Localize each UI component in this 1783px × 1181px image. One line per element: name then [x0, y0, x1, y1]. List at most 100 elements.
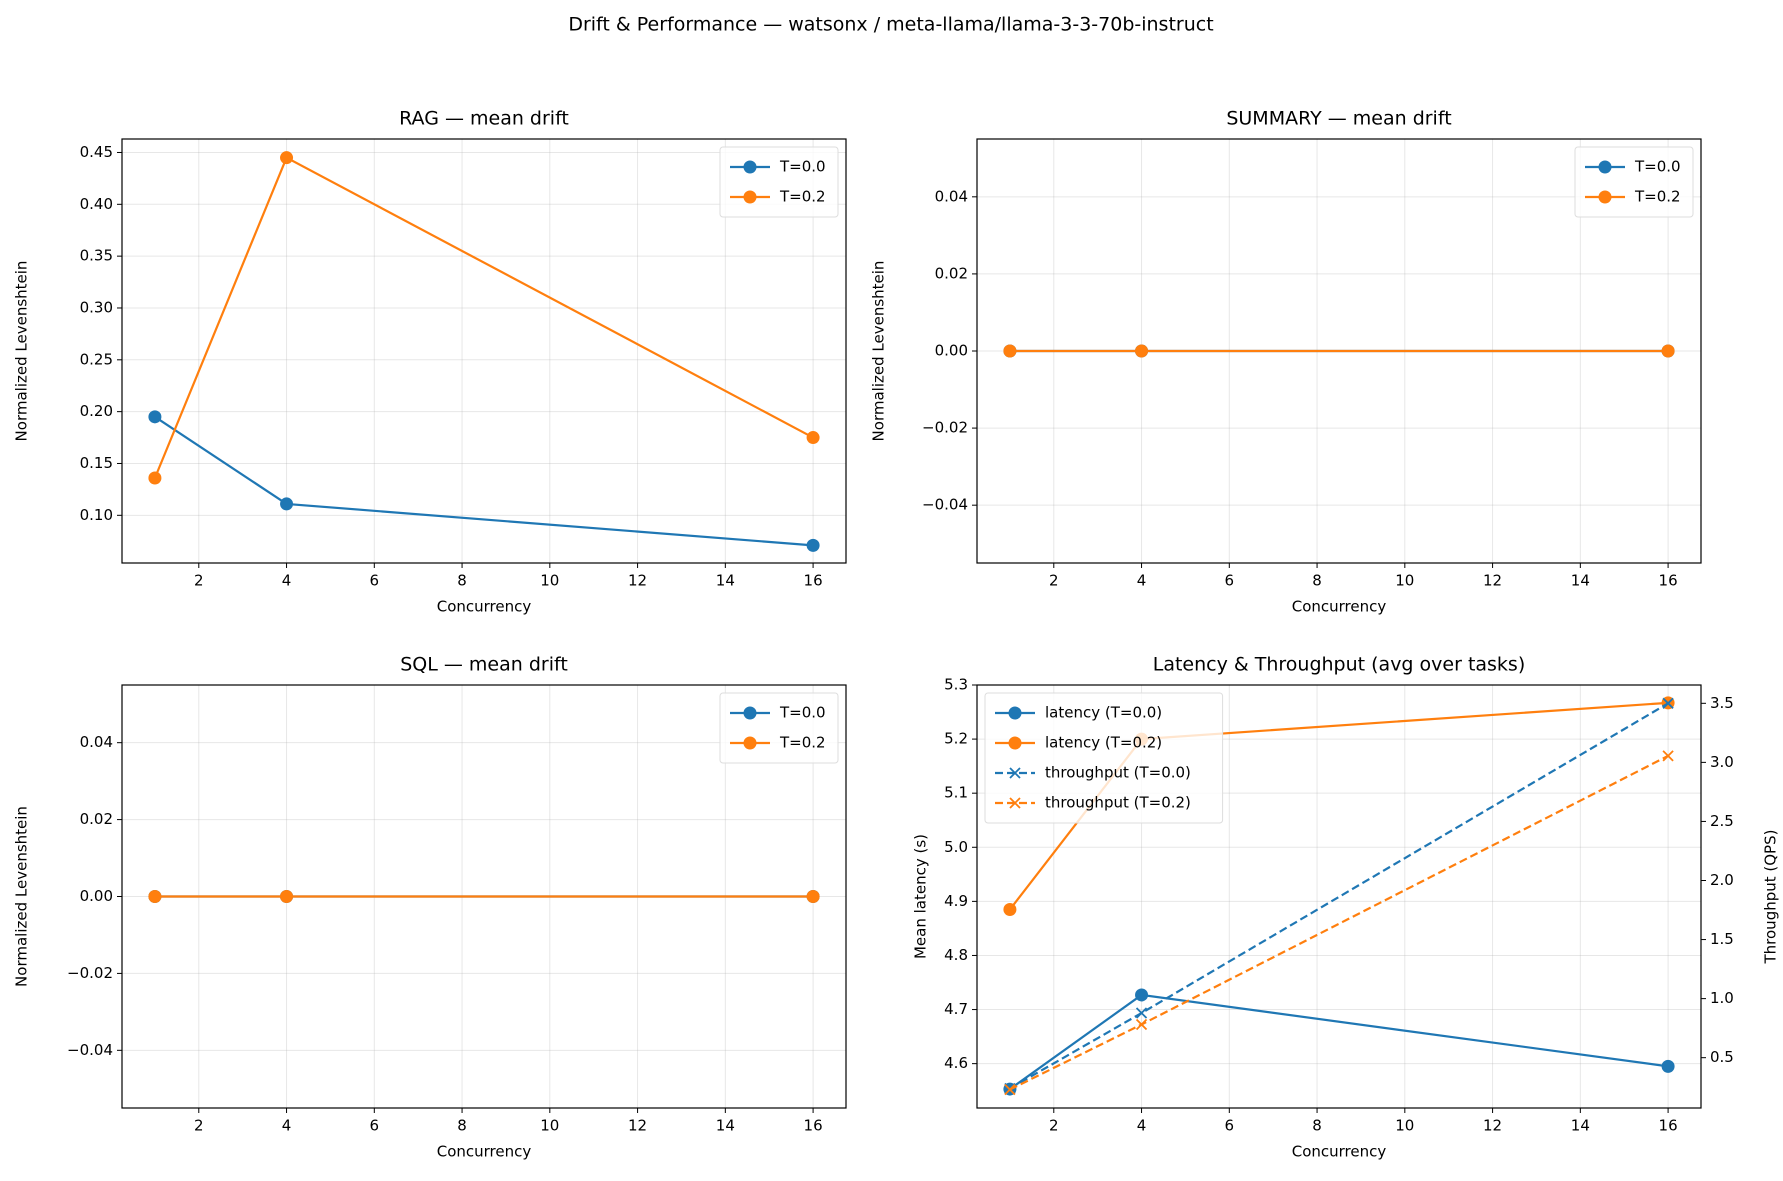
legend-marker [743, 706, 757, 720]
y-tick-label: 0.10 [80, 506, 113, 524]
legend-label: latency (T=0.0) [1045, 704, 1162, 722]
subplot-title: RAG — mean drift [399, 108, 569, 130]
x-axis-label: Concurrency [1292, 1143, 1387, 1161]
y-tick-label: 5.0 [944, 838, 968, 856]
marker [806, 890, 820, 903]
x-tick-label: 12 [628, 1117, 647, 1135]
x-tick-label: 2 [1049, 1117, 1059, 1135]
y-tick-label: 0.25 [80, 350, 113, 368]
x-tick-label: 16 [804, 572, 823, 590]
legend-marker [1009, 767, 1021, 779]
x-tick-label: 14 [1571, 572, 1590, 590]
marker [280, 151, 294, 165]
y-tick-label: 0.00 [935, 342, 968, 360]
y-tick-label: 0.15 [80, 454, 113, 472]
legend-label: T=0.2 [779, 188, 826, 206]
y-tick-label: 0.30 [80, 298, 113, 316]
marker [806, 431, 820, 445]
x-tick-label: 10 [540, 1117, 559, 1135]
marker [148, 471, 162, 485]
legend-marker [743, 736, 757, 750]
marker [148, 890, 162, 903]
marker [806, 538, 820, 552]
x-tick-label: 4 [282, 572, 292, 590]
legend-label: T=0.0 [779, 704, 826, 722]
y-axis-label: Normalized Levenshtein [13, 806, 31, 987]
x-tick-label: 16 [804, 1117, 823, 1135]
y-axis-label: Normalized Levenshtein [870, 261, 888, 442]
y-tick-label: 0.02 [935, 264, 968, 282]
x-tick-label: 8 [1312, 572, 1322, 590]
marker-stroke [1135, 1018, 1148, 1031]
x-tick-label: 8 [1312, 1117, 1322, 1135]
x-tick-label: 12 [628, 572, 647, 590]
y-tick-label: 5.3 [944, 676, 968, 694]
legend-label: T=0.2 [1634, 188, 1681, 206]
legend-frame [984, 692, 1224, 824]
x-tick-label: 4 [1137, 1117, 1147, 1135]
y-tick-label: 0.35 [80, 247, 113, 265]
marker [280, 890, 294, 903]
y-tick-label: 0.45 [80, 143, 113, 161]
marker [1135, 1018, 1148, 1031]
legend-marker [743, 160, 757, 174]
y2-tick-label: 2.0 [1710, 871, 1734, 889]
y-tick-label: 4.7 [944, 1000, 968, 1018]
marker [280, 497, 294, 511]
marker [1662, 750, 1674, 762]
legend-label: latency (T=0.2) [1045, 734, 1162, 752]
x-tick-label: 2 [194, 1117, 204, 1135]
legend-marker [1008, 736, 1022, 750]
legend-label: T=0.0 [779, 158, 826, 176]
legend-marker [1598, 160, 1612, 174]
y-axis-label: Mean latency (s) [912, 834, 930, 959]
marker [1003, 344, 1017, 358]
subplot-title: SUMMARY — mean drift [1226, 108, 1451, 130]
marker-stroke [1004, 1083, 1016, 1096]
legend-label: T=0.2 [779, 734, 826, 752]
y2-tick-label: 3.0 [1710, 753, 1734, 771]
x-tick-label: 12 [1483, 1117, 1502, 1135]
y-tick-label: 0.04 [80, 733, 113, 751]
x-axis-label: Concurrency [437, 598, 532, 616]
x-tick-label: 10 [1395, 572, 1414, 590]
subplot-title: Latency & Throughput (avg over tasks) [1153, 654, 1526, 676]
y-tick-label: −0.04 [67, 1041, 113, 1059]
x-tick-label: 8 [457, 1117, 467, 1135]
x-tick-label: 6 [370, 1117, 380, 1135]
y-tick-label: 0.20 [80, 402, 113, 420]
marker-stroke [1135, 1007, 1148, 1019]
marker [1004, 1083, 1016, 1096]
x-tick-label: 6 [370, 572, 380, 590]
marker [1662, 697, 1674, 709]
marker [1661, 344, 1675, 358]
x-tick-label: 16 [1659, 572, 1678, 590]
subplot-title: SQL — mean drift [400, 654, 568, 676]
x-axis-label: Concurrency [437, 1143, 532, 1161]
y-tick-label: 0.00 [80, 887, 113, 905]
x-tick-label: 2 [1049, 572, 1059, 590]
figure-title: Drift & Performance — watsonx / meta-lla… [568, 14, 1213, 36]
y2-tick-label: 0.5 [1710, 1048, 1734, 1066]
x-tick-label: 4 [1137, 572, 1147, 590]
x-tick-label: 12 [1483, 572, 1502, 590]
y-tick-label: 0.02 [80, 810, 113, 828]
legend-label: throughput (T=0.0) [1045, 764, 1191, 782]
x-tick-label: 6 [1225, 1117, 1235, 1135]
x-axis-label: Concurrency [1292, 598, 1387, 616]
y-tick-label: 5.2 [944, 730, 968, 748]
y2-tick-label: 3.5 [1710, 694, 1734, 712]
marker [1003, 902, 1017, 916]
x-tick-label: 10 [540, 572, 559, 590]
x-tick-label: 14 [716, 572, 735, 590]
y-tick-label: 4.8 [944, 946, 968, 964]
y2-tick-label: 1.5 [1710, 930, 1734, 948]
y-tick-label: −0.02 [922, 419, 968, 437]
legend-marker [1598, 190, 1612, 204]
legend-marker [743, 190, 757, 204]
axes-frame [121, 138, 847, 564]
y-tick-label: −0.02 [67, 964, 113, 982]
marker [1135, 344, 1149, 358]
y-tick-label: 0.40 [80, 195, 113, 213]
x-tick-label: 14 [716, 1117, 735, 1135]
